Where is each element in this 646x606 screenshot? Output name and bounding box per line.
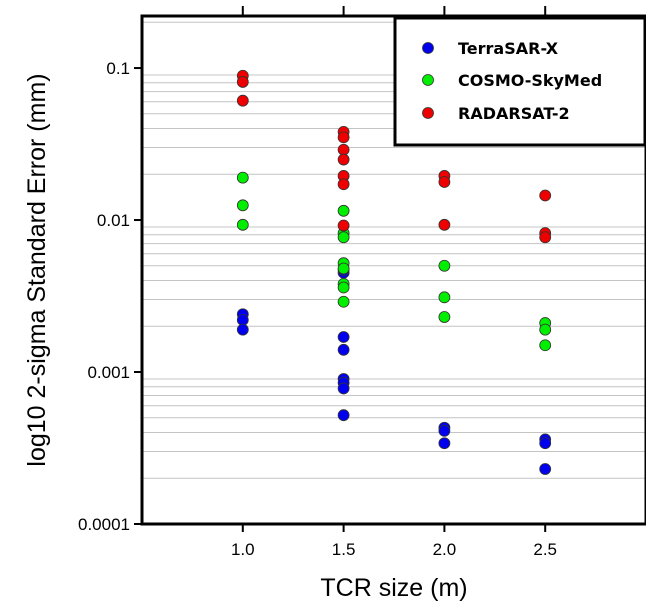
x-tick-label: 2.0 xyxy=(433,540,457,559)
data-point-cosmo-skymed xyxy=(438,291,451,304)
y-tick-label: 0.0001 xyxy=(78,515,130,534)
data-point-cosmo-skymed xyxy=(539,339,552,352)
data-point-cosmo-skymed xyxy=(337,281,350,294)
plot-frame xyxy=(140,14,646,526)
data-point-radarsat-2 xyxy=(337,143,350,156)
y-tick-label: 0.001 xyxy=(87,363,130,382)
x-tick-label: 2.5 xyxy=(533,540,557,559)
data-point-cosmo-skymed xyxy=(236,199,249,212)
legend-label-radarsat-2: RADARSAT-2 xyxy=(458,104,570,123)
x-axis-title: TCR size (m) xyxy=(320,574,467,602)
axis-ticks: 0.0001 0.001 0.01 0.1 1.0 1.5 2.0 2.5 xyxy=(78,6,557,559)
y-tick-label: 0.01 xyxy=(97,211,130,230)
data-point-terrasar-x xyxy=(539,437,552,450)
data-point-radarsat-2 xyxy=(236,94,249,107)
data-point-terrasar-x xyxy=(236,323,249,336)
data-point-radarsat-2 xyxy=(337,219,350,232)
data-point-radarsat-2 xyxy=(438,176,451,188)
data-point-cosmo-skymed xyxy=(337,295,350,308)
data-point-terrasar-x xyxy=(539,463,552,475)
data-point-terrasar-x xyxy=(337,331,350,343)
legend-marker-cosmo-skymed xyxy=(422,74,434,86)
data-point-cosmo-skymed xyxy=(337,262,350,275)
data-point-radarsat-2 xyxy=(337,153,350,166)
data-point-terrasar-x xyxy=(337,343,350,356)
legend: TerraSAR-X COSMO-SkyMed RADARSAT-2 xyxy=(393,16,646,147)
legend-label-cosmo-skymed: COSMO-SkyMed xyxy=(458,71,602,90)
data-point-cosmo-skymed xyxy=(236,218,249,231)
data-points xyxy=(236,69,552,475)
data-point-radarsat-2 xyxy=(236,76,249,88)
data-point-cosmo-skymed xyxy=(236,171,249,184)
data-point-radarsat-2 xyxy=(438,218,451,231)
data-point-radarsat-2 xyxy=(337,131,350,144)
y-tick-label: 0.1 xyxy=(106,59,130,78)
data-point-terrasar-x xyxy=(337,382,350,395)
legend-label-terrasar-x: TerraSAR-X xyxy=(458,39,559,58)
data-point-radarsat-2 xyxy=(337,178,350,191)
y-axis-title: log10 2-sigma Standard Error (mm) xyxy=(23,73,51,466)
data-point-cosmo-skymed xyxy=(438,311,451,323)
data-point-radarsat-2 xyxy=(539,189,552,202)
data-point-terrasar-x xyxy=(438,424,451,437)
data-point-cosmo-skymed xyxy=(539,323,552,336)
data-point-terrasar-x xyxy=(438,437,451,450)
legend-marker-terrasar-x xyxy=(422,42,434,54)
data-point-cosmo-skymed xyxy=(337,231,350,244)
x-tick-label: 1.5 xyxy=(332,540,356,559)
data-point-cosmo-skymed xyxy=(337,204,350,217)
data-point-terrasar-x xyxy=(337,409,350,422)
x-tick-label: 1.0 xyxy=(231,540,255,559)
data-point-cosmo-skymed xyxy=(438,259,451,272)
legend-box xyxy=(393,16,646,147)
data-point-radarsat-2 xyxy=(539,231,552,244)
legend-marker-radarsat-2 xyxy=(422,107,434,119)
